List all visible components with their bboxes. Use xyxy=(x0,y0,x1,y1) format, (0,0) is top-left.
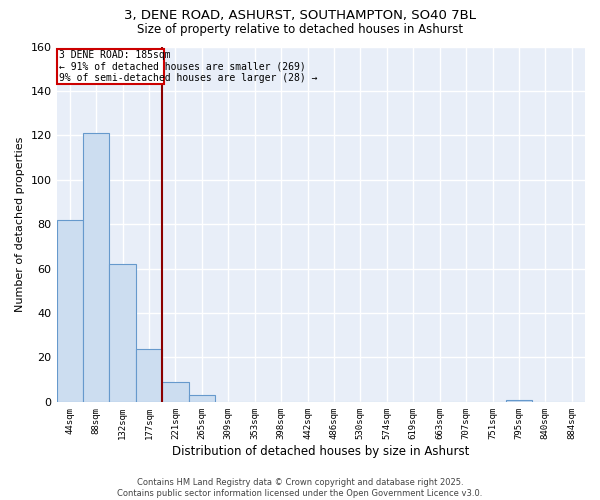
Text: Size of property relative to detached houses in Ashurst: Size of property relative to detached ho… xyxy=(137,22,463,36)
FancyBboxPatch shape xyxy=(56,48,164,84)
Bar xyxy=(109,264,136,402)
Text: 3, DENE ROAD, ASHURST, SOUTHAMPTON, SO40 7BL: 3, DENE ROAD, ASHURST, SOUTHAMPTON, SO40… xyxy=(124,9,476,22)
Bar xyxy=(56,220,83,402)
Y-axis label: Number of detached properties: Number of detached properties xyxy=(15,136,25,312)
Bar xyxy=(188,395,215,402)
X-axis label: Distribution of detached houses by size in Ashurst: Distribution of detached houses by size … xyxy=(172,444,469,458)
Text: 3 DENE ROAD: 185sqm
← 91% of detached houses are smaller (269)
9% of semi-detach: 3 DENE ROAD: 185sqm ← 91% of detached ho… xyxy=(59,50,317,83)
Bar xyxy=(136,348,162,402)
Bar xyxy=(162,382,188,402)
Bar xyxy=(506,400,532,402)
Text: Contains HM Land Registry data © Crown copyright and database right 2025.
Contai: Contains HM Land Registry data © Crown c… xyxy=(118,478,482,498)
Bar xyxy=(83,133,109,402)
